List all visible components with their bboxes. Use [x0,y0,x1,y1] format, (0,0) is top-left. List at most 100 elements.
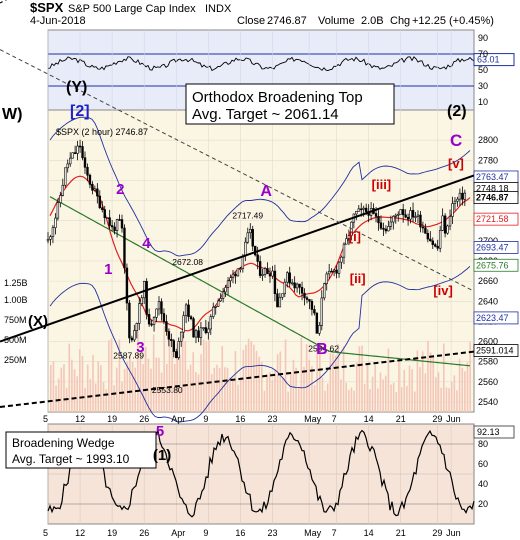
volume-bar [187,369,189,412]
value-tag [473,212,519,226]
volume-bar [292,359,295,412]
wave-label: [i] [349,229,361,244]
top-indicator-layer: 63.01 W) [2,53,515,123]
price-tick-label: 2780 [478,155,498,165]
volume-bar [345,382,347,412]
volume-bar [300,337,303,412]
candle-body [332,269,336,272]
candle-body [256,254,259,262]
candle-body [268,273,272,277]
candle-body [207,328,210,334]
volume-bar [105,389,107,412]
price-tick-label: 2600 [478,337,498,347]
candle-body [441,215,444,231]
candle-body [318,325,321,334]
volume-bar [297,387,300,412]
x-tick-label-bottom: May [304,528,322,538]
candle-body [271,270,274,277]
volume-bar [71,359,73,412]
volume-bar [189,364,192,412]
volume-bar [416,350,419,412]
candle-body [434,244,437,247]
candle-body [355,211,358,215]
volume-bar [97,361,100,412]
candle-body [438,230,442,249]
value-tag [473,258,519,272]
volume-value: 2.0B [361,15,384,27]
bottom-indicator-tag [473,425,515,439]
volume-bar [73,369,76,412]
value-tag [473,191,519,204]
orthodox-line2: Avg. Target ~ 2061.14 [192,106,339,123]
trendlines [0,0,475,408]
volume-bar [279,351,282,412]
volume-bar [113,385,115,412]
candle-body [421,226,425,229]
candle-body [49,236,52,240]
bottom-indicator-line [47,428,475,518]
candle-body [409,210,412,220]
candle-body [219,298,222,302]
volume-bar [245,344,247,412]
value-tag [473,241,519,254]
volume-bar [258,356,260,412]
volume-bar [100,365,102,412]
candle-body [342,243,346,258]
volume-bar [63,364,65,412]
candle-body [239,268,242,270]
candle-body [278,296,282,308]
volume-bar [142,364,144,412]
candle-body [399,209,402,215]
candle-body [88,174,92,185]
volume-axis-label: 500M [4,335,27,345]
price-tick-label: 2560 [478,377,498,387]
volume-bar [160,372,163,412]
volume-bar [163,326,166,412]
candle-body [86,166,89,176]
candle-body [374,213,378,217]
volume-bar [213,367,216,412]
candle-body [147,314,151,325]
candle-body [98,195,101,209]
volume-bar [326,383,329,412]
x-tick-label-bottom: 26 [139,528,149,538]
volume-bar [329,353,332,412]
volume-bar [224,367,226,412]
candle-body [416,214,420,217]
volume-bar [102,382,105,412]
volume-bar [461,367,464,412]
candle-body [209,316,212,330]
candle-body [419,214,422,228]
volume-bar [84,387,86,412]
volume-axis-label: 250M [4,355,27,365]
volume-bar [263,390,266,412]
volume-bar [424,373,427,412]
x-tick-label: 7 [332,414,337,424]
volume-bar [176,343,179,412]
candle-body [68,157,72,165]
upper-band-line [49,116,471,257]
orthodox-top-trendline [0,174,475,343]
volume-bar [123,368,126,412]
candle-body [101,207,104,210]
candle-body [401,209,405,216]
value-tag-label: 2591.014 [476,346,514,356]
wave-label: 4 [142,235,151,252]
bottom-indicator-tag-label: 92.13 [477,427,500,437]
candle-body [394,214,397,217]
volume-bar [242,349,245,412]
x-tick-label-bottom: 21 [396,528,406,538]
candle-body [165,321,168,332]
candle-body [170,338,173,341]
volume-bar [348,389,350,412]
volume-bar [274,370,276,412]
candle-body [392,216,395,223]
wave-label: [v] [448,156,464,171]
candle-body [229,277,232,282]
candle-body [152,317,156,325]
x-tick-label-bottom: 29 [432,528,442,538]
price-tick-label: 2580 [478,357,498,367]
volume-bar [139,352,142,412]
candle-body [246,232,249,243]
